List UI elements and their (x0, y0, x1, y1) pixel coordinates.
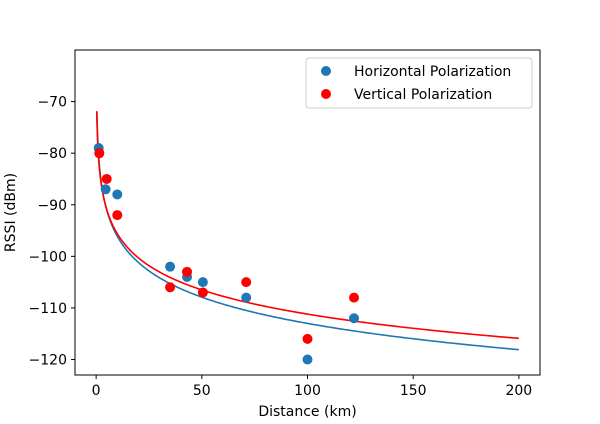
y-tick-label-70: −70 (37, 95, 67, 111)
x-axis-label: Distance (km) (258, 404, 356, 420)
data-point-1-3 (165, 282, 176, 293)
x-axis-ticks: 0 50 100 150 200 (92, 375, 532, 399)
data-point-0-3 (112, 189, 123, 200)
y-axis-label: RSSI (dBm) (3, 173, 19, 252)
y-tick-label-120: −120 (29, 353, 67, 369)
y-tick-label-80: −80 (37, 146, 67, 162)
data-point-0-4 (165, 261, 176, 272)
data-point-0-6 (197, 277, 208, 288)
legend-marker-horizontal (321, 66, 331, 76)
legend-label-vertical: Vertical Polarization (354, 87, 492, 103)
x-tick-label-100: 100 (294, 383, 321, 399)
data-points (93, 143, 359, 365)
legend-frame (305, 57, 533, 109)
x-tick-label-200: 200 (505, 383, 532, 399)
data-point-1-4 (182, 266, 193, 277)
y-tick-label-100: −100 (29, 249, 67, 265)
data-point-1-1 (101, 173, 112, 184)
data-point-1-5 (197, 287, 208, 298)
data-point-1-0 (94, 148, 105, 159)
data-point-1-2 (112, 210, 123, 221)
y-tick-label-110: −110 (29, 301, 67, 317)
x-tick-label-0: 0 (92, 383, 101, 399)
legend-marker-vertical (321, 89, 331, 99)
x-tick-label-50: 50 (193, 383, 211, 399)
data-point-0-8 (302, 354, 313, 365)
legend-label-horizontal: Horizontal Polarization (354, 64, 511, 80)
data-point-1-8 (349, 292, 359, 303)
data-point-0-7 (241, 292, 252, 303)
legend: Horizontal Polarization Vertical Polariz… (305, 57, 533, 109)
x-tick-label-150: 150 (400, 383, 427, 399)
y-axis-ticks: −70 −80 −90 −100 −110 −120 (29, 95, 75, 369)
data-point-0-2 (100, 184, 111, 195)
data-point-1-7 (302, 333, 313, 344)
data-point-0-9 (349, 313, 359, 324)
y-tick-label-90: −90 (37, 198, 67, 214)
data-point-1-6 (241, 277, 252, 288)
